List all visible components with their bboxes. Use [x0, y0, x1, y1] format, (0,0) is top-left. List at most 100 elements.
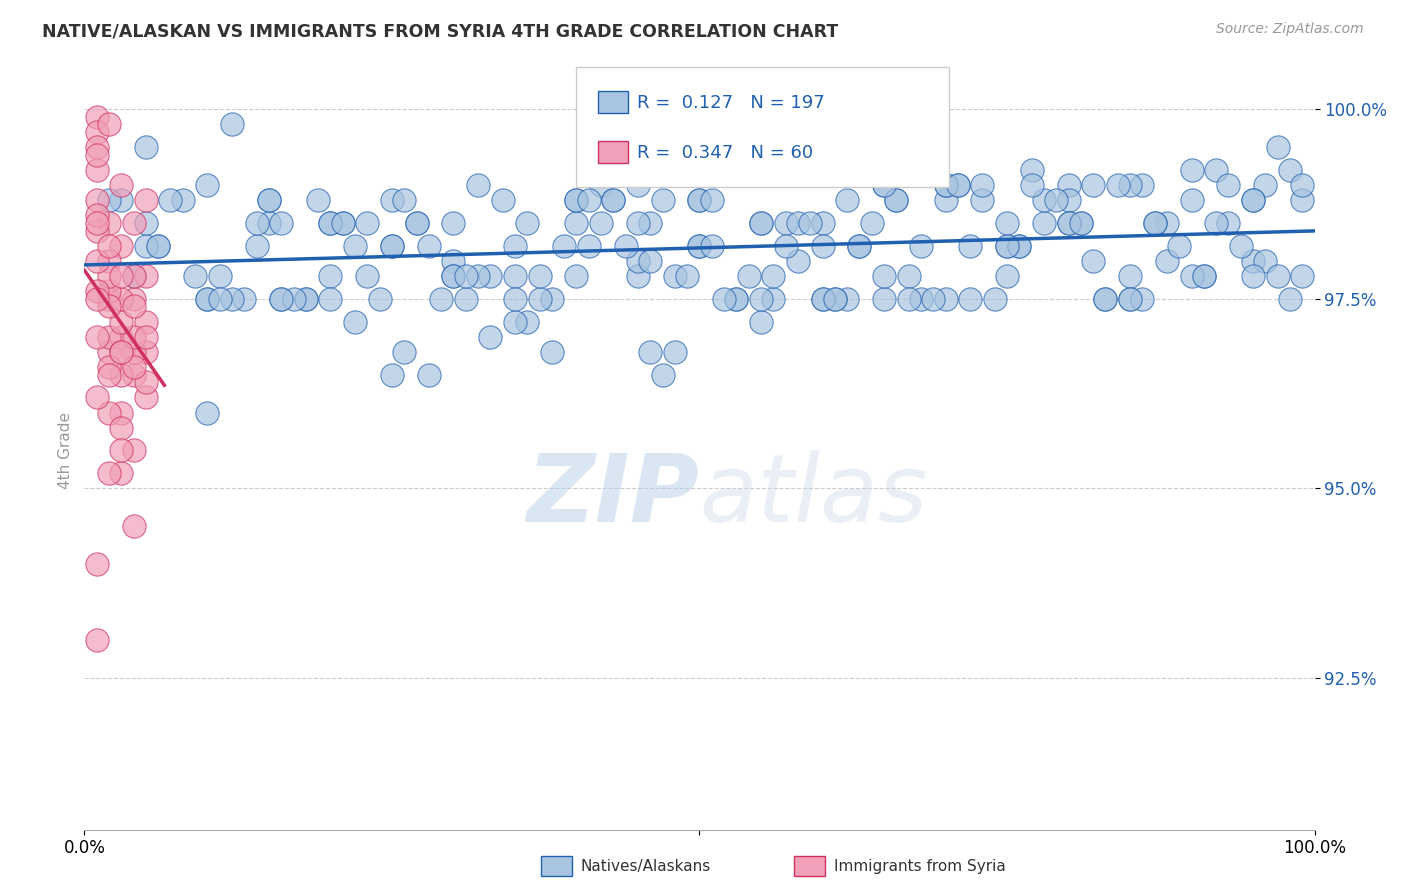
- Point: [602, 193, 624, 207]
- Text: Natives/Alaskans: Natives/Alaskans: [581, 859, 711, 873]
- Point: [553, 239, 575, 253]
- Point: [1094, 292, 1116, 306]
- Point: [529, 268, 551, 283]
- Point: [995, 216, 1018, 230]
- Point: [503, 292, 526, 306]
- Point: [935, 292, 957, 306]
- Point: [86, 330, 108, 344]
- Point: [700, 239, 723, 253]
- Point: [725, 292, 748, 306]
- Point: [873, 268, 896, 283]
- Point: [430, 292, 453, 306]
- Point: [86, 558, 108, 572]
- Point: [98, 285, 120, 299]
- Point: [368, 292, 391, 306]
- Point: [110, 268, 132, 283]
- Point: [98, 117, 120, 131]
- Point: [197, 406, 219, 420]
- Point: [208, 268, 231, 283]
- Point: [381, 368, 404, 382]
- Text: ZIP: ZIP: [527, 450, 700, 542]
- Point: [98, 300, 120, 314]
- Point: [529, 292, 551, 306]
- Point: [1168, 239, 1191, 253]
- Point: [1156, 216, 1178, 230]
- Point: [332, 216, 354, 230]
- Point: [995, 239, 1018, 253]
- Point: [295, 292, 318, 306]
- Point: [110, 292, 132, 306]
- Point: [86, 162, 108, 177]
- Point: [122, 292, 145, 306]
- Point: [86, 147, 108, 161]
- Point: [270, 292, 292, 306]
- Point: [775, 216, 797, 230]
- Point: [602, 193, 624, 207]
- Point: [1033, 216, 1056, 230]
- Point: [1083, 253, 1105, 268]
- Point: [837, 193, 859, 207]
- Point: [725, 292, 748, 306]
- Point: [1279, 292, 1302, 306]
- Point: [319, 292, 342, 306]
- Point: [591, 178, 613, 193]
- Point: [995, 239, 1018, 253]
- Point: [1119, 178, 1142, 193]
- Point: [86, 110, 108, 124]
- Point: [848, 239, 870, 253]
- Point: [910, 292, 932, 306]
- Point: [811, 292, 834, 306]
- Point: [418, 368, 440, 382]
- Point: [394, 193, 416, 207]
- Point: [935, 178, 957, 193]
- Point: [295, 292, 318, 306]
- Point: [135, 330, 157, 344]
- Text: Source: ZipAtlas.com: Source: ZipAtlas.com: [1216, 22, 1364, 37]
- Point: [246, 239, 269, 253]
- Point: [749, 216, 772, 230]
- Point: [233, 292, 256, 306]
- Point: [98, 268, 120, 283]
- Point: [86, 285, 108, 299]
- Point: [86, 253, 108, 268]
- Point: [541, 345, 564, 359]
- Point: [110, 330, 132, 344]
- Point: [959, 239, 981, 253]
- Point: [1119, 292, 1142, 306]
- Point: [1008, 239, 1031, 253]
- Point: [1119, 292, 1142, 306]
- Point: [86, 216, 108, 230]
- Point: [860, 216, 883, 230]
- Point: [110, 345, 132, 359]
- Point: [640, 345, 662, 359]
- Point: [257, 216, 280, 230]
- Text: R =  0.127   N = 197: R = 0.127 N = 197: [637, 94, 825, 112]
- Point: [503, 268, 526, 283]
- Point: [627, 268, 650, 283]
- Point: [1107, 178, 1129, 193]
- Point: [332, 216, 354, 230]
- Point: [1181, 162, 1204, 177]
- Point: [197, 292, 219, 306]
- Point: [886, 193, 908, 207]
- Point: [110, 345, 132, 359]
- Point: [257, 193, 280, 207]
- Point: [467, 178, 489, 193]
- Point: [689, 239, 711, 253]
- Point: [135, 375, 157, 389]
- Point: [122, 216, 145, 230]
- Point: [110, 178, 132, 193]
- Point: [897, 268, 920, 283]
- Point: [98, 467, 120, 481]
- Point: [221, 292, 243, 306]
- Point: [959, 292, 981, 306]
- Point: [946, 178, 969, 193]
- Text: NATIVE/ALASKAN VS IMMIGRANTS FROM SYRIA 4TH GRADE CORRELATION CHART: NATIVE/ALASKAN VS IMMIGRANTS FROM SYRIA …: [42, 22, 838, 40]
- Point: [122, 268, 145, 283]
- Point: [935, 193, 957, 207]
- Point: [221, 117, 243, 131]
- Point: [184, 268, 207, 283]
- Point: [922, 292, 945, 306]
- Point: [122, 443, 145, 458]
- Point: [1008, 239, 1031, 253]
